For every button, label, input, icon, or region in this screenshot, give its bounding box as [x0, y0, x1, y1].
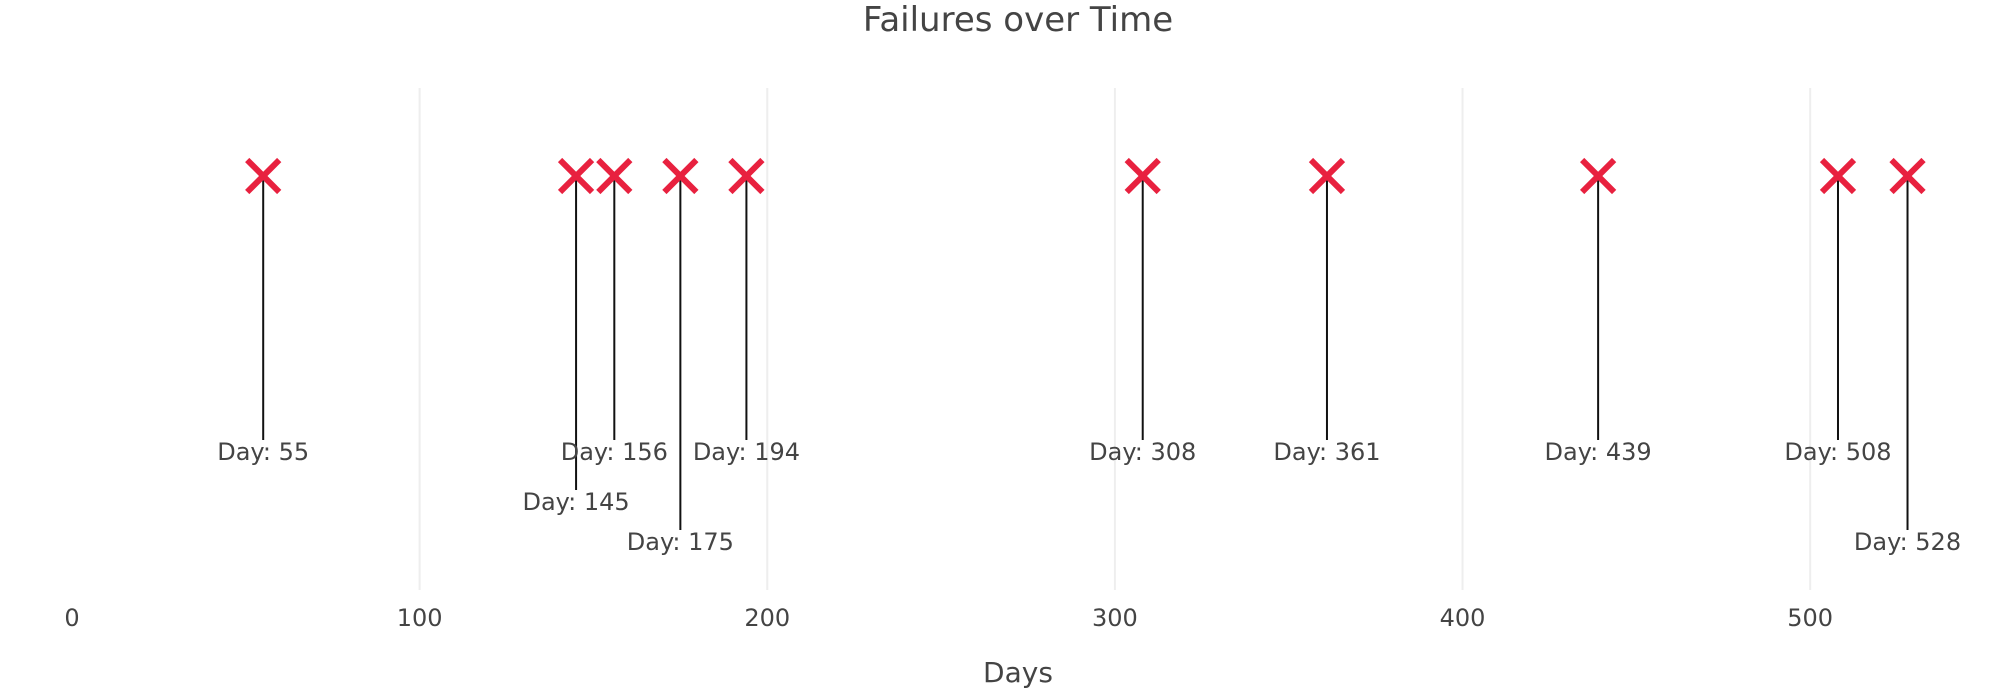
failure-marker: [1819, 157, 1857, 195]
failure-label: Day: 145: [522, 488, 629, 516]
marker-stroke: [245, 157, 282, 195]
x-tick-label: 300: [1092, 604, 1138, 632]
marker-stroke: [1819, 157, 1857, 195]
failure-label: Day: 361: [1273, 438, 1380, 466]
grid-layer: [418, 88, 1812, 590]
marker-stroke: [1889, 157, 1926, 195]
x-axis-title: Days: [983, 656, 1053, 689]
marker-stroke: [1580, 157, 1617, 195]
tick-layer: 0 100 200 300 400 500: [64, 604, 1833, 632]
failure-marker: [728, 157, 765, 195]
x-tick-label: 200: [744, 604, 790, 632]
marker-stroke: [557, 157, 595, 195]
failure-marker: [1580, 157, 1617, 195]
stem-layer: [262, 176, 1909, 530]
failure-marker: [245, 157, 282, 195]
x-tick-label: 400: [1440, 604, 1486, 632]
failure-marker: [662, 157, 699, 195]
failure-label: Day: 508: [1784, 438, 1891, 466]
x-tick-label: 500: [1787, 604, 1833, 632]
chart-title: Failures over Time: [863, 0, 1173, 40]
marker-stroke: [728, 157, 765, 195]
failure-marker: [1308, 157, 1346, 195]
label-layer: Day: 55 Day: 145 Day: 156 Day: 175 Day: 194 D…: [217, 438, 1961, 556]
failure-label: Day: 55: [217, 438, 309, 466]
failure-marker: [596, 157, 633, 195]
failure-marker: [1889, 157, 1926, 195]
marker-stroke: [662, 157, 699, 195]
x-tick-label: 0: [64, 604, 79, 632]
marker-layer: [245, 157, 1926, 195]
failure-label: Day: 308: [1089, 438, 1196, 466]
failure-marker: [557, 157, 595, 195]
failure-label: Day: 194: [693, 438, 800, 466]
marker-stroke: [1124, 157, 1161, 195]
marker-stroke: [1308, 157, 1346, 195]
failure-label: Day: 528: [1854, 528, 1961, 556]
failure-label: Day: 439: [1545, 438, 1652, 466]
failure-label: Day: 156: [561, 438, 668, 466]
x-tick-label: 100: [397, 604, 443, 632]
failure-marker: [1124, 157, 1161, 195]
failure-label: Day: 175: [627, 528, 734, 556]
marker-stroke: [596, 157, 633, 195]
